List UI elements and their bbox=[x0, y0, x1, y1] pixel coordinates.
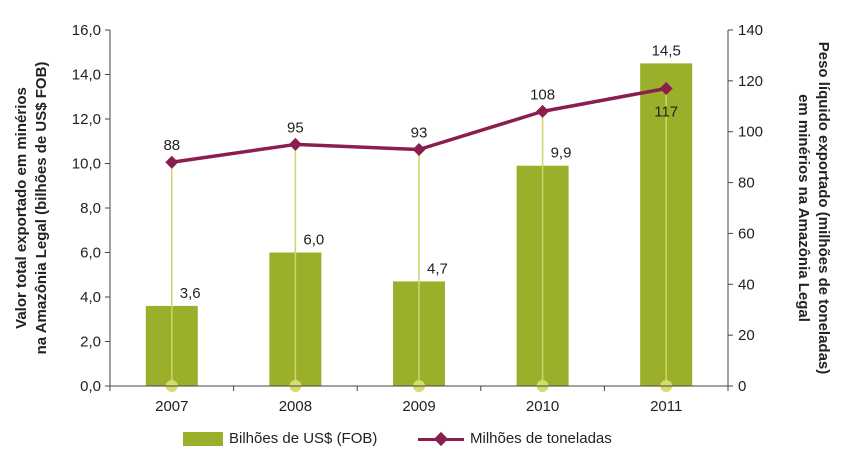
bar-value-label-2010: 9,9 bbox=[551, 145, 572, 162]
axis-titles-layer: Valor total exportado em minérios na Amaz… bbox=[13, 42, 832, 375]
line-value-label-2010: 108 bbox=[530, 86, 555, 103]
x-tick-label-2011: 2011 bbox=[650, 398, 682, 415]
right-tick-label: 80 bbox=[738, 175, 755, 192]
right-axis-title-line: em minérios na Amazônia Legal bbox=[795, 94, 812, 322]
left-tick-label: 6,0 bbox=[80, 245, 101, 262]
bar-value-label-2007: 3,6 bbox=[180, 285, 201, 302]
left-tick-label: 10,0 bbox=[72, 156, 101, 173]
left-axis-title-line: Valor total exportado em minérios bbox=[13, 87, 30, 329]
right-tick-label: 20 bbox=[738, 327, 755, 344]
left-tick-label: 16,0 bbox=[72, 22, 101, 39]
right-tick-label: 100 bbox=[738, 124, 763, 141]
legend-line-swatch bbox=[418, 431, 464, 446]
legend-bar-label: Bilhões de US$ (FOB) bbox=[229, 430, 378, 447]
line-value-label-2008: 95 bbox=[287, 119, 304, 136]
line-marker-2008 bbox=[288, 137, 302, 151]
right-tick-label: 0 bbox=[738, 378, 746, 395]
legend-line-marker bbox=[433, 431, 449, 446]
left-tick-label: 14,0 bbox=[72, 67, 101, 84]
line-series-layer bbox=[165, 81, 673, 169]
x-tick-label-2007: 2007 bbox=[155, 398, 188, 415]
legend-bar-swatch bbox=[183, 431, 223, 446]
bar-value-label-2011: 14,5 bbox=[652, 42, 681, 59]
bar-value-label-2009: 4,7 bbox=[427, 260, 448, 277]
line-value-label-2011: 117 bbox=[654, 103, 678, 120]
legend-item-bars: Bilhões de US$ (FOB) bbox=[183, 430, 377, 447]
line-marker-2010 bbox=[536, 104, 550, 118]
x-tick-label-2009: 2009 bbox=[402, 398, 435, 415]
left-tick-label: 8,0 bbox=[80, 200, 101, 217]
line-marker-2011 bbox=[659, 81, 673, 95]
line-value-label-2007: 88 bbox=[163, 137, 180, 154]
axes-layer: 0,0 2,0 4,0 6,0 8,0 10,0 12,0 14,0 16,0 0 20 40 60 80… bbox=[72, 22, 763, 415]
left-axis-title-line: na Amazônia Legal (bilhões de US$ FOB) bbox=[33, 62, 50, 355]
x-tick-label-2010: 2010 bbox=[526, 398, 559, 415]
line-marker-2009 bbox=[412, 143, 426, 157]
drop-lines-layer bbox=[165, 88, 673, 392]
line-value-label-2009: 93 bbox=[411, 125, 428, 142]
right-tick-label: 120 bbox=[738, 73, 763, 90]
line-marker-2007 bbox=[165, 155, 179, 169]
legend-line-label: Milhões de toneladas bbox=[470, 430, 612, 447]
data-labels-layer: 3,6 6,0 4,7 9,9 14,5 88 95 93 108 117 bbox=[163, 42, 680, 302]
left-tick-label: 12,0 bbox=[72, 111, 101, 128]
right-axis-title: Peso líquido exportado (milhões de tonel… bbox=[795, 42, 832, 375]
legend-item-line: Milhões de toneladas bbox=[418, 430, 612, 447]
right-tick-label: 140 bbox=[738, 22, 763, 39]
bar-value-label-2008: 6,0 bbox=[303, 232, 324, 249]
left-tick-label: 2,0 bbox=[80, 334, 101, 351]
left-tick-label: 0,0 bbox=[80, 378, 101, 395]
legend: Bilhões de US$ (FOB) Milhões de tonelada… bbox=[0, 430, 845, 460]
right-tick-label: 60 bbox=[738, 225, 755, 242]
left-tick-label: 4,0 bbox=[80, 289, 101, 306]
right-tick-label: 40 bbox=[738, 276, 755, 293]
x-tick-label-2008: 2008 bbox=[279, 398, 312, 415]
left-axis-title: Valor total exportado em minérios na Amaz… bbox=[13, 62, 50, 355]
right-axis-title-line: Peso líquido exportado (milhões de tonel… bbox=[815, 42, 832, 375]
